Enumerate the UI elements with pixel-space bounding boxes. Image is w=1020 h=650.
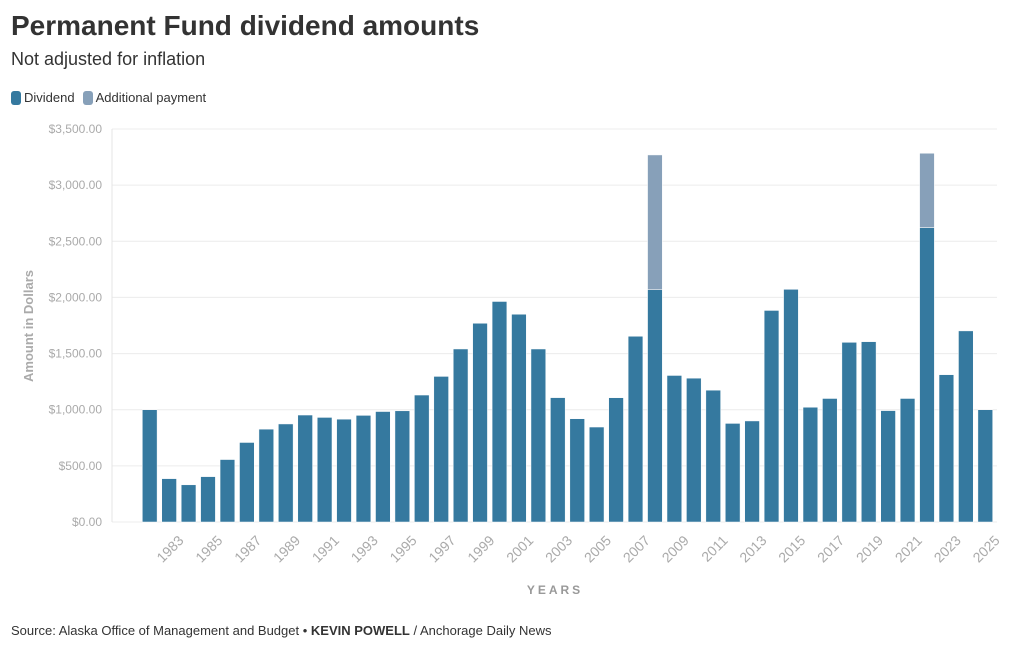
bar	[297, 414, 313, 523]
bar	[180, 484, 197, 523]
x-tick-label: 1983	[153, 532, 186, 565]
x-tick-label: 1995	[386, 532, 419, 565]
bar	[472, 323, 488, 523]
bar	[647, 289, 663, 523]
x-tick-label: 2013	[736, 532, 769, 565]
legend-swatch	[11, 90, 21, 105]
bar	[452, 348, 469, 523]
y-tick-label: $3,500.00	[49, 122, 103, 136]
bar	[375, 411, 391, 523]
x-tick-label: 2023	[931, 532, 964, 565]
bar	[511, 313, 527, 523]
bar	[316, 417, 333, 523]
y-tick-label: $0.00	[72, 515, 102, 529]
bar	[861, 341, 877, 523]
bar	[336, 418, 352, 523]
chart-title: Permanent Fund dividend amounts	[11, 10, 480, 41]
footer: Source: Alaska Office of Management and …	[11, 623, 552, 638]
x-tick-label: 1999	[464, 532, 497, 565]
bar	[977, 409, 993, 523]
bar	[666, 375, 683, 523]
bar	[550, 397, 566, 523]
x-tick-label: 2025	[969, 532, 1002, 565]
bar	[783, 289, 799, 523]
bar	[802, 406, 819, 523]
y-tick-label: $2,500.00	[49, 234, 103, 248]
y-tick-label: $3,000.00	[49, 178, 103, 192]
bar	[433, 376, 449, 523]
y-tick-label: $1,000.00	[49, 403, 103, 417]
x-tick-label: 2011	[698, 532, 731, 565]
bar	[880, 410, 896, 523]
legend-label: Additional payment	[95, 90, 207, 105]
legend-label: Dividend	[24, 90, 75, 105]
author: KEVIN POWELL	[310, 623, 410, 638]
chart-subtitle: Not adjusted for inflation	[11, 49, 206, 69]
bar	[200, 476, 216, 523]
x-tick-label: 1997	[425, 532, 458, 565]
bar	[355, 415, 372, 523]
x-tick-label: 2007	[620, 532, 653, 565]
bar	[394, 410, 410, 523]
legend-swatch	[82, 90, 93, 105]
bar	[219, 459, 236, 523]
x-tick-label: 2015	[775, 532, 808, 565]
x-tick-label: 2003	[542, 532, 575, 565]
bar	[938, 374, 955, 523]
bar	[725, 423, 741, 523]
bar	[278, 423, 294, 523]
bar	[161, 478, 177, 523]
bar	[899, 398, 916, 523]
x-tick-label: 2009	[659, 532, 692, 565]
bar	[647, 154, 663, 290]
source: Source: Alaska Office of Management and …	[11, 623, 308, 638]
bar	[822, 398, 838, 523]
x-tick-label: 2019	[853, 532, 886, 565]
x-tick-label: 1985	[192, 532, 225, 565]
bar	[258, 428, 274, 523]
x-tick-label: 1987	[231, 532, 264, 565]
bar	[589, 426, 605, 523]
publisher: / Anchorage Daily News	[413, 623, 552, 638]
x-tick-label: 1991	[309, 532, 342, 565]
bar	[414, 394, 430, 523]
bar	[686, 377, 702, 523]
bar	[142, 409, 158, 523]
chart: Amount in Dollars YEARS $0.00 $500.00 $1,0…	[21, 122, 1003, 597]
bar	[705, 389, 721, 523]
legend: Dividend Additional payment	[11, 90, 206, 105]
bar	[627, 336, 644, 523]
y-tick-label: $2,000.00	[49, 290, 103, 304]
bar	[608, 397, 624, 523]
x-tick-label: 2005	[581, 532, 614, 565]
legend-item: Dividend	[11, 90, 75, 105]
x-tick-label: 2017	[814, 532, 847, 565]
bar	[763, 310, 780, 523]
y-tick-label: $500.00	[59, 459, 103, 473]
bar	[530, 348, 546, 523]
bar	[239, 442, 255, 523]
bar	[744, 420, 760, 523]
bar	[958, 330, 974, 523]
bar	[841, 342, 857, 523]
bar	[919, 153, 935, 228]
x-tick-label: 1993	[348, 532, 381, 565]
bar	[569, 418, 585, 523]
x-tick-label: 1989	[270, 532, 303, 565]
bar	[491, 301, 508, 523]
y-axis-title: Amount in Dollars	[21, 270, 36, 382]
legend-item: Additional payment	[82, 90, 207, 105]
bar	[919, 227, 935, 523]
x-axis-title: YEARS	[527, 583, 583, 597]
y-tick-label: $1,500.00	[49, 347, 103, 361]
x-tick-label: 2021	[892, 532, 925, 565]
x-tick-label: 2001	[503, 532, 536, 565]
